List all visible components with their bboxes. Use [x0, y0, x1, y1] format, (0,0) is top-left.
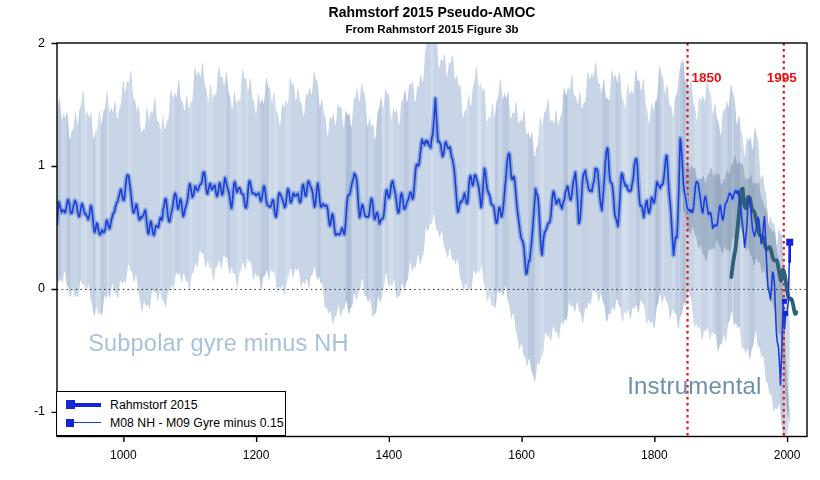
annotation-instrumental: Instrumental	[627, 372, 761, 400]
legend-swatch-thick-line	[67, 399, 101, 410]
legend-label-m08: M08 NH - M09 Gyre minus 0.15	[110, 416, 284, 430]
legend-item-rahmstorf: Rahmstorf 2015	[67, 397, 285, 412]
x-axis-tick-label: 2000	[757, 448, 817, 462]
chart-title: Rahmstorf 2015 Pseudo-AMOC	[57, 4, 807, 20]
legend-box: Rahmstorf 2015 M08 NH - M09 Gyre minus 0…	[56, 391, 286, 436]
legend-item-m08: M08 NH - M09 Gyre minus 0.15	[67, 415, 285, 430]
x-axis-tick-label: 1600	[492, 448, 552, 462]
legend-swatch-thin-line	[67, 417, 101, 428]
y-axis-tick-label: 0	[15, 281, 45, 295]
x-axis-tick-label: 1400	[359, 448, 419, 462]
y-axis-tick-label: -1	[15, 404, 45, 418]
chart-overlay: Rahmstorf 2015 Pseudo-AMOC From Rahmstor…	[0, 0, 820, 480]
legend-label-rahmstorf: Rahmstorf 2015	[110, 398, 198, 412]
reference-year-label-1995: 1995	[767, 70, 797, 85]
chart-subtitle: From Rahmstorf 2015 Figure 3b	[57, 23, 807, 35]
y-axis-tick-label: 1	[15, 158, 45, 172]
annotation-subpolar-gyre: Subpolar gyre minus NH	[88, 330, 348, 357]
reference-year-label-1850: 1850	[692, 70, 722, 85]
x-axis-tick-label: 1800	[624, 448, 684, 462]
x-axis-tick-label: 1200	[226, 448, 286, 462]
y-axis-tick-label: 2	[15, 36, 45, 50]
x-axis-tick-label: 1000	[93, 448, 153, 462]
figure: Rahmstorf 2015 Pseudo-AMOC From Rahmstor…	[0, 0, 820, 480]
